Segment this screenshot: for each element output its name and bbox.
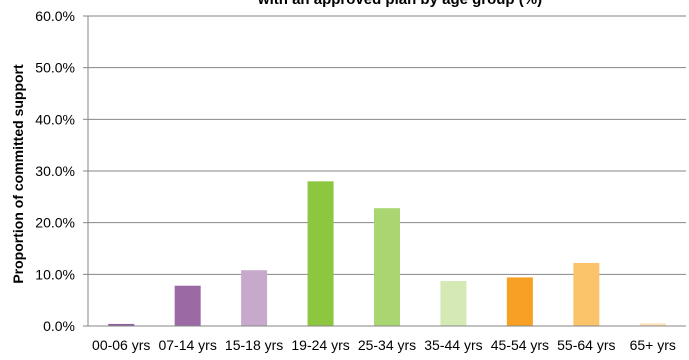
bar-07-14-yrs [174, 285, 201, 326]
y-tick-label: 50.0% [35, 60, 75, 76]
chart-title: with an approved plan by age group (%) [257, 0, 542, 8]
x-tick-label: 07-14 yrs [158, 337, 216, 353]
x-tick-label: 15-18 yrs [225, 337, 283, 353]
bar-35-44-yrs [440, 281, 467, 326]
bar-65-yrs [639, 323, 666, 326]
y-tick-label: 10.0% [35, 266, 75, 282]
y-tick-label: 30.0% [35, 163, 75, 179]
y-tick-label: 20.0% [35, 215, 75, 231]
y-tick-label: 60.0% [35, 8, 75, 24]
x-tick-labels: 00-06 yrs 07-14 yrs 15-18 yrs 19-24 yrs 25-3… [92, 337, 676, 353]
y-tick-label: 40.0% [35, 111, 75, 127]
y-tick-labels: 0.0% 10.0% 20.0% 30.0% 40.0% 50.0% 60.0% [35, 8, 75, 334]
x-tick-label: 65+ yrs [630, 337, 676, 353]
x-tick-label: 45-54 yrs [491, 337, 549, 353]
bar-25-34-yrs [374, 208, 400, 326]
bar-19-24-yrs [307, 181, 334, 326]
y-tick-label: 0.0% [43, 318, 75, 334]
x-tick-label: 00-06 yrs [92, 337, 150, 353]
gridlines [83, 15, 686, 327]
x-tick-label: 19-24 yrs [291, 337, 349, 353]
x-tick-label: 35-44 yrs [424, 337, 482, 353]
bar-55-64-yrs [573, 262, 600, 326]
x-tick-label: 55-64 yrs [557, 337, 615, 353]
bar-15-18-yrs [241, 270, 268, 326]
bar-00-06-yrs [108, 323, 135, 326]
y-axis-title: Proportion of committed support [10, 64, 26, 284]
x-tick-label: 25-34 yrs [358, 337, 416, 353]
bars [108, 181, 666, 326]
bar-45-54-yrs [506, 277, 533, 326]
